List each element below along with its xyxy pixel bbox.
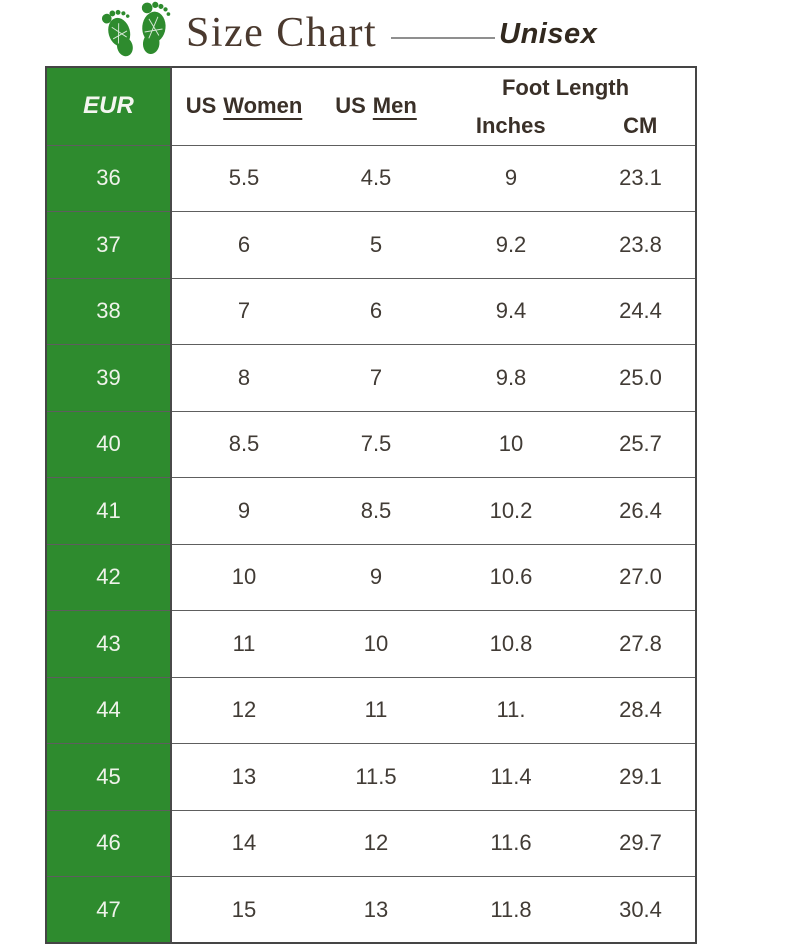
page-title: Size Chart xyxy=(186,10,378,56)
inches-cell: 11.6 xyxy=(436,810,586,877)
us-men-cell: 7.5 xyxy=(316,411,436,478)
inches-cell: 9.8 xyxy=(436,344,586,412)
us-men-cell: 11 xyxy=(316,677,436,744)
cm-cell: 26.4 xyxy=(586,477,696,545)
table-row: 38 7 6 9.4 24.4 xyxy=(46,278,696,345)
eur-cell: 44 xyxy=(46,677,172,744)
table-row: 36 5.5 4.5 9 23.1 xyxy=(46,145,696,212)
size-chart-table: EUR US Women US Men Foot Length Inches CM … xyxy=(45,66,697,944)
eur-cell: 40 xyxy=(46,411,172,478)
title-divider xyxy=(391,37,496,39)
table-row: 39 8 7 9.8 25.0 xyxy=(46,344,696,412)
us-women-cell: 13 xyxy=(171,743,316,811)
inches-cell: 11. xyxy=(436,677,586,744)
table-row: 43 11 10 10.8 27.8 xyxy=(46,610,696,678)
table-row: 46 14 12 11.6 29.7 xyxy=(46,810,696,877)
table-row: 47 15 13 11.8 30.4 xyxy=(46,876,696,943)
cm-cell: 28.4 xyxy=(586,677,696,744)
cm-cell: 27.8 xyxy=(586,610,696,678)
eur-cell: 36 xyxy=(46,145,172,212)
inches-cell: 11.8 xyxy=(490,896,532,922)
header-foot-length: Foot Length xyxy=(501,75,630,101)
us-women-cell: 8 xyxy=(171,344,316,412)
inches-cell: 10.2 xyxy=(436,477,586,545)
inches-cell: 10.8 xyxy=(436,610,586,678)
cm-cell: 27.0 xyxy=(586,544,696,611)
footprints-icon xyxy=(100,0,176,67)
us-women-cell: 5.5 xyxy=(171,145,316,212)
header-eur: EUR xyxy=(46,67,172,146)
us-women-cell: 11 xyxy=(171,610,316,678)
eur-cell: 42 xyxy=(46,544,172,611)
eur-cell: 39 xyxy=(46,344,172,412)
header-inches: Inches xyxy=(475,113,546,139)
cm-cell: 25.0 xyxy=(586,344,696,412)
table-row: 45 13 11.5 11.4 29.1 xyxy=(46,743,696,811)
page-header: Size Chart Unisex xyxy=(0,0,800,66)
table-header-row: EUR US Women US Men Foot Length Inches CM xyxy=(46,67,696,146)
us-men-cell: 10 xyxy=(316,610,436,678)
us-men-cell: 6 xyxy=(316,278,436,345)
us-men-cell: 8.5 xyxy=(316,477,436,545)
eur-cell: 45 xyxy=(46,743,172,811)
us-women-cell: 8.5 xyxy=(171,411,316,478)
cm-cell: 23.1 xyxy=(586,145,696,212)
us-men-cell: 13 xyxy=(363,896,389,922)
us-women-cell: 12 xyxy=(171,677,316,744)
table-row: 40 8.5 7.5 10 25.7 xyxy=(46,411,696,478)
inches-cell: 9 xyxy=(436,145,586,212)
header-us-women-prefix: US xyxy=(185,93,217,119)
table-row: 42 10 9 10.6 27.0 xyxy=(46,544,696,611)
us-men-cell: 4.5 xyxy=(316,145,436,212)
inches-cell: 10 xyxy=(436,411,586,478)
us-men-cell: 9 xyxy=(316,544,436,611)
cm-cell: 23.8 xyxy=(586,211,696,279)
cm-cell: 30.4 xyxy=(619,896,662,922)
cm-cell: 24.4 xyxy=(586,278,696,345)
us-women-cell: 7 xyxy=(171,278,316,345)
eur-cell: 41 xyxy=(46,477,172,545)
eur-cell: 37 xyxy=(46,211,172,279)
cm-cell: 29.1 xyxy=(586,743,696,811)
page-subtitle: Unisex xyxy=(499,17,598,50)
header-us-women: US Women xyxy=(171,67,316,146)
header-us-men-label: Men xyxy=(372,93,417,119)
cm-cell: 29.7 xyxy=(586,810,696,877)
eur-cell: 38 xyxy=(46,278,172,345)
table-row: 44 12 11 11. 28.4 xyxy=(46,677,696,744)
table-row: 37 6 5 9.2 23.8 xyxy=(46,211,696,279)
header-us-women-label: Women xyxy=(223,93,303,119)
header-us-men: US Men xyxy=(316,67,436,146)
us-men-cell: 11.5 xyxy=(316,743,436,811)
us-men-cell: 12 xyxy=(316,810,436,877)
eur-cell: 43 xyxy=(46,610,172,678)
table-row: 41 9 8.5 10.2 26.4 xyxy=(46,477,696,545)
inches-cell: 9.2 xyxy=(436,211,586,279)
inches-cell: 9.4 xyxy=(436,278,586,345)
us-men-cell: 7 xyxy=(316,344,436,412)
us-women-cell: 9 xyxy=(171,477,316,545)
header-foot-length-group: Foot Length Inches CM xyxy=(436,67,696,146)
cm-cell: 25.7 xyxy=(586,411,696,478)
us-women-cell: 14 xyxy=(171,810,316,877)
us-women-cell: 6 xyxy=(171,211,316,279)
us-women-cell: 15 xyxy=(231,896,257,922)
eur-cell: 47 xyxy=(46,876,172,943)
inches-cell: 10.6 xyxy=(436,544,586,611)
header-us-men-prefix: US xyxy=(335,93,366,119)
us-women-cell: 10 xyxy=(171,544,316,611)
header-cm: CM xyxy=(623,113,658,139)
eur-cell: 46 xyxy=(46,810,172,877)
us-men-cell: 5 xyxy=(316,211,436,279)
inches-cell: 11.4 xyxy=(436,743,586,811)
